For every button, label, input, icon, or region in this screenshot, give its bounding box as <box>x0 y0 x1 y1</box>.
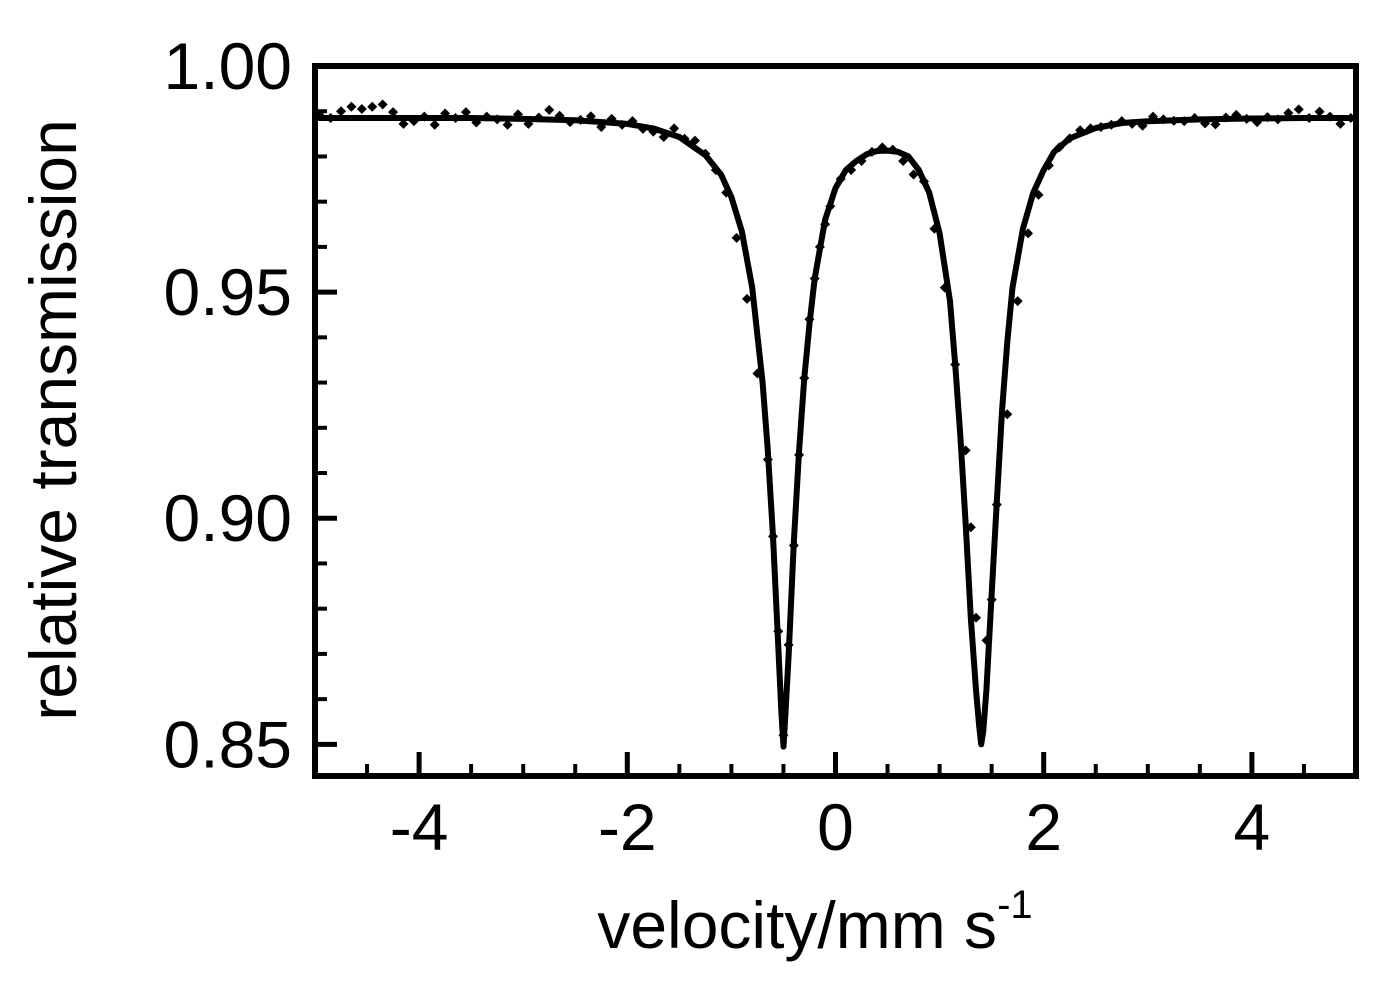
y-tick-label: 0.90 <box>164 481 292 555</box>
y-tick-label: 1.00 <box>164 29 292 103</box>
data-point <box>460 107 471 118</box>
data-point <box>336 106 347 117</box>
data-point <box>367 101 378 112</box>
data-point <box>544 104 555 115</box>
y-axis-tick-labels: 0.85 0.90 0.95 1.00 <box>164 29 292 781</box>
x-axis-major-ticks <box>416 752 1255 776</box>
plot-frame <box>312 63 1359 779</box>
data-point <box>1293 104 1304 115</box>
data-point <box>669 123 680 134</box>
x-axis-tick-labels: -4 -2 0 2 4 <box>390 790 1271 864</box>
x-axis-title: velocity/mm s-1 <box>597 883 1032 962</box>
data-point <box>356 103 367 114</box>
data-point <box>398 118 409 129</box>
data-point <box>388 107 399 118</box>
data-point <box>1012 296 1023 307</box>
data-point <box>742 293 753 304</box>
data-point <box>1314 106 1325 117</box>
data-point <box>731 232 742 243</box>
y-axis-major-ticks <box>315 63 337 747</box>
data-point <box>648 126 659 137</box>
x-tick-label: 2 <box>1025 790 1062 864</box>
x-tick-label: 0 <box>817 790 854 864</box>
y-tick-label: 0.95 <box>164 255 292 329</box>
data-point <box>1023 228 1034 239</box>
x-tick-label: -4 <box>390 790 449 864</box>
data-point <box>1335 118 1346 129</box>
data-point <box>346 101 357 112</box>
x-tick-label: 4 <box>1234 790 1271 864</box>
data-point <box>377 99 388 110</box>
x-tick-label: -2 <box>598 790 657 864</box>
y-axis-title: relative transmission <box>16 119 90 721</box>
data-point <box>502 119 513 130</box>
fit-curve-line <box>315 115 1356 750</box>
data-point <box>908 169 919 180</box>
y-tick-label: 0.85 <box>164 707 292 781</box>
data-point <box>429 119 440 130</box>
